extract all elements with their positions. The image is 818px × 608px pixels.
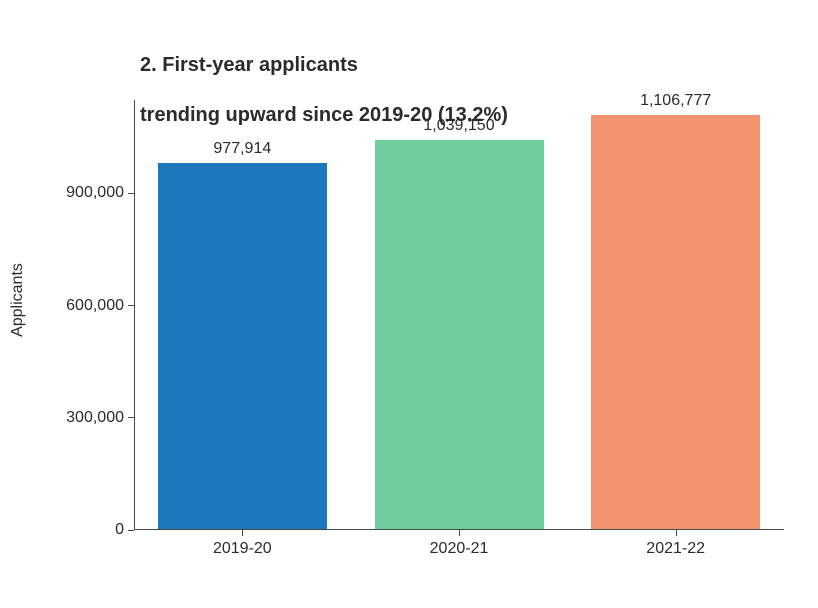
y-tick-label: 600,000 <box>66 297 124 315</box>
plot-area: 977,9142019-201,039,1502020-211,106,7772… <box>134 100 784 530</box>
y-tick <box>128 530 134 531</box>
bar <box>375 140 544 529</box>
x-tick-label: 2020-21 <box>430 540 489 558</box>
bar <box>158 163 327 529</box>
bar <box>591 115 760 529</box>
chart-container: 2. First-year applicants trending upward… <box>0 0 818 608</box>
x-tick <box>459 530 460 536</box>
y-tick <box>128 417 134 418</box>
bar-value-label: 1,106,777 <box>640 92 711 110</box>
y-tick <box>128 305 134 306</box>
x-tick-label: 2019-20 <box>213 540 272 558</box>
y-tick-label: 0 <box>115 521 124 539</box>
chart-title-line1: 2. First-year applicants <box>140 54 358 76</box>
x-tick <box>676 530 677 536</box>
x-tick-label: 2021-22 <box>646 540 705 558</box>
y-axis-title-text: Applicants <box>9 263 27 337</box>
y-tick <box>128 193 134 194</box>
y-tick-label: 900,000 <box>66 184 124 202</box>
bar-value-label: 977,914 <box>213 140 271 158</box>
x-tick <box>242 530 243 536</box>
bar-value-label: 1,039,150 <box>423 117 494 135</box>
y-axis-line <box>134 100 135 530</box>
y-tick-label: 300,000 <box>66 409 124 427</box>
